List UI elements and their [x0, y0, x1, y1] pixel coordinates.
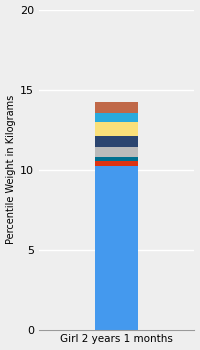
Y-axis label: Percentile Weight in Kilograms: Percentile Weight in Kilograms [6, 95, 16, 244]
Bar [95, 166, 138, 330]
Bar [95, 157, 138, 161]
Bar [95, 102, 138, 113]
Bar [95, 136, 138, 147]
Bar [95, 147, 138, 157]
Bar [95, 161, 138, 166]
Bar [95, 113, 138, 121]
Bar [95, 121, 138, 136]
